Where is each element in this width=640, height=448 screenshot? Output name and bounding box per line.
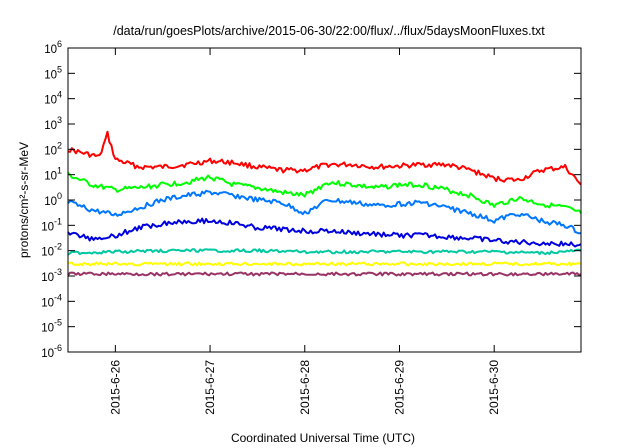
chart-title: /data/run/goesPlots/archive/2015-06-30/2… <box>113 24 545 38</box>
y-tick-label: 10-1 <box>41 216 62 233</box>
x-tick-label: 2015-6-30 <box>487 360 501 415</box>
y-tick-label: 10-6 <box>41 343 62 360</box>
series-line <box>67 261 582 267</box>
y-tick-label: 10-2 <box>41 242 62 259</box>
series-line <box>67 271 582 277</box>
series-line <box>67 248 582 256</box>
y-tick-label: 104 <box>44 90 62 107</box>
y-tick-label: 10-5 <box>41 318 62 335</box>
y-axis-label: protons/cm²-s-sr-MeV <box>17 142 31 258</box>
x-tick-label: 2015-6-27 <box>203 360 217 415</box>
x-axis: 2015-6-26 2015-6-27 2015-6-28 2015-6-29 2015… <box>108 48 501 415</box>
x-axis-label: Coordinated Universal Time (UTC) <box>231 431 415 445</box>
series-line <box>67 217 582 248</box>
y-tick-label: 103 <box>44 115 62 132</box>
series-line <box>67 130 582 186</box>
series-line <box>67 171 582 214</box>
series-line <box>67 189 582 235</box>
x-tick-label: 2015-6-26 <box>108 360 122 415</box>
series-layer <box>67 130 582 277</box>
y-axis: 10-6 10-5 10-4 10-3 10-2 10-1 100 101 102 103 104 1… <box>41 39 581 360</box>
y-tick-label: 105 <box>44 64 62 81</box>
y-tick-label: 100 <box>44 191 62 208</box>
x-tick-label: 2015-6-29 <box>393 360 407 415</box>
x-tick-label: 2015-6-28 <box>298 360 312 415</box>
y-tick-label: 10-4 <box>41 292 62 309</box>
y-tick-label: 10-3 <box>41 267 62 284</box>
y-tick-label: 101 <box>44 166 62 183</box>
y-tick-label: 102 <box>44 140 62 157</box>
y-tick-label: 106 <box>44 39 62 56</box>
